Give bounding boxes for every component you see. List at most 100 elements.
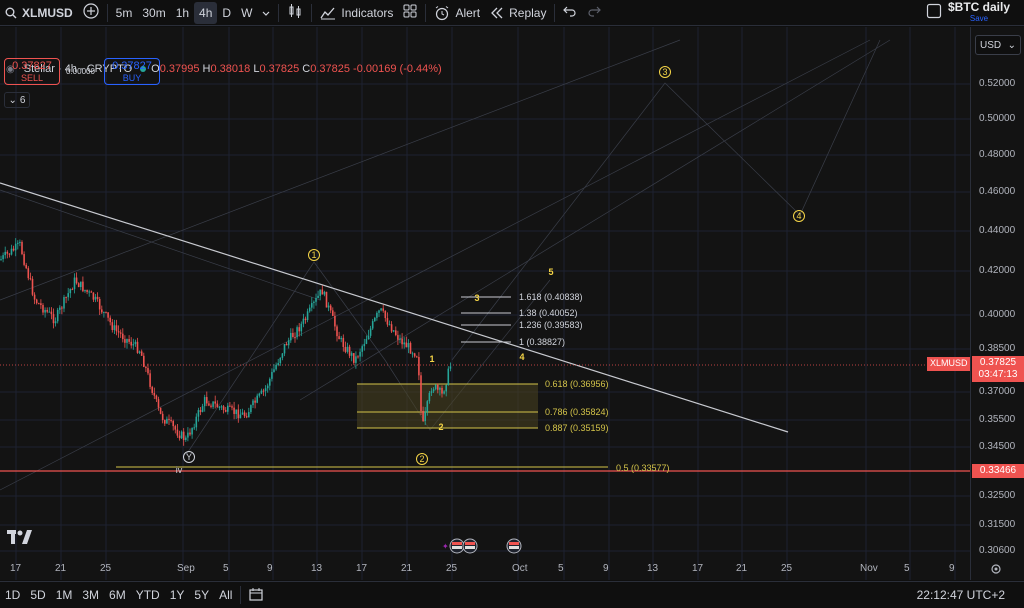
x-tick-label: 21 — [401, 563, 413, 574]
close-label: C — [302, 63, 311, 75]
date-range-button[interactable] — [244, 587, 268, 604]
layout-name-button[interactable]: $BTC daily Save — [948, 1, 1010, 24]
range-1d[interactable]: 1D — [5, 588, 21, 602]
range-all[interactable]: All — [219, 588, 233, 602]
candle-body — [401, 338, 403, 345]
y-tick-label: 0.46000 — [979, 186, 1016, 197]
templates-button[interactable] — [398, 0, 422, 26]
axis-settings-button[interactable] — [990, 562, 1002, 580]
interval-dropdown[interactable] — [257, 0, 275, 26]
change-value: -0.00169 (-0.44%) — [353, 63, 442, 75]
alarm-clock-icon — [434, 5, 450, 21]
interval-5m[interactable]: 5m — [115, 5, 133, 20]
candle-body — [273, 369, 275, 373]
candle-body — [23, 254, 25, 265]
candle-body — [428, 392, 431, 402]
chart-pane[interactable]: 1.618 (0.40838) 1.38 (0.40052) 1.236 (0.… — [0, 27, 971, 580]
replay-button[interactable]: Replay — [485, 0, 551, 26]
range-5y[interactable]: 5Y — [194, 588, 210, 602]
level-price-box: 0.33466 — [972, 464, 1024, 478]
candle-body — [164, 420, 166, 424]
candle-body — [189, 432, 191, 435]
redo-button[interactable] — [582, 0, 606, 26]
candle-body — [292, 332, 294, 338]
y-tick-label: 0.42000 — [979, 265, 1016, 276]
buy-button[interactable]: 0.37827 BUY — [104, 58, 160, 85]
high-label: H — [202, 63, 211, 75]
bar-countdown: 03:47:13 — [978, 369, 1018, 380]
candle-body — [50, 311, 53, 315]
time-axis[interactable]: 17 21 25 Sep 5 9 13 17 21 25 Oct 5 9 13 17 21 25 Nov 5 9 — [0, 558, 970, 578]
replay-label: Replay — [509, 5, 547, 20]
wave-label-1: 1 — [311, 250, 316, 260]
x-tick-label: 17 — [10, 563, 22, 574]
candle-body — [220, 406, 223, 408]
indicators-toggle[interactable]: ⌄ 6 — [4, 92, 30, 108]
interval-30m[interactable]: 30m — [142, 5, 166, 20]
candle-body — [69, 289, 72, 294]
price-axis[interactable]: 0.52000 0.50000 0.48000 0.46000 0.44000 0.420… — [970, 27, 1024, 580]
clock-time[interactable]: 22:12:47 UTC+2 — [916, 588, 1005, 602]
candle-body — [124, 339, 126, 343]
layout-checkbox[interactable] — [926, 3, 942, 24]
candle-body — [416, 356, 418, 358]
undo-button[interactable] — [558, 0, 582, 26]
range-ytd[interactable]: YTD — [135, 588, 160, 602]
candle-body — [29, 278, 32, 280]
candle-body — [38, 303, 40, 305]
range-3m[interactable]: 3M — [82, 588, 100, 602]
candle-body — [14, 243, 17, 251]
interval-1h[interactable]: 1h — [175, 5, 190, 20]
range-1m[interactable]: 1M — [55, 588, 73, 602]
economic-events[interactable]: ✦ — [442, 538, 522, 554]
interval-d[interactable]: D — [222, 5, 232, 20]
candle-body — [19, 241, 21, 243]
candle-body — [161, 413, 164, 421]
candle-body — [10, 248, 13, 255]
candle-body — [132, 344, 135, 346]
range-6m[interactable]: 6M — [109, 588, 126, 602]
interval-4h[interactable]: 4h — [194, 1, 218, 24]
currency-select[interactable]: USD ⌄ — [975, 35, 1021, 55]
candle-body — [44, 310, 46, 313]
candle-body — [392, 330, 395, 332]
top-toolbar: XLMUSD 5m 30m 1h 4h D W Indicators Alert — [0, 0, 1024, 26]
sell-price: 0.37827 — [12, 60, 52, 72]
compare-button[interactable] — [78, 0, 104, 26]
projection-lines — [0, 39, 891, 491]
candle-body — [254, 400, 256, 403]
trend-line[interactable] — [0, 182, 789, 433]
tradingview-logo[interactable] — [7, 530, 33, 549]
y-tick-label: 0.48000 — [979, 149, 1016, 160]
chevron-down-icon: ⌄ — [1007, 39, 1016, 51]
range-1y[interactable]: 1Y — [169, 588, 185, 602]
candle-body — [138, 351, 141, 353]
fib-extension-lines — [461, 296, 511, 343]
divider — [554, 3, 556, 22]
candle-body — [157, 399, 160, 408]
sell-button[interactable]: 0.37827 SELL — [4, 58, 60, 85]
candle-body — [151, 386, 153, 393]
candle-body — [149, 373, 151, 387]
candle-body — [418, 356, 420, 376]
indicators-button[interactable]: Indicators — [315, 0, 398, 26]
candle-body — [143, 355, 145, 367]
candle-body — [350, 353, 353, 356]
alert-button[interactable]: Alert — [429, 0, 485, 26]
x-tick-label: Oct — [512, 563, 528, 574]
candle-body — [187, 432, 189, 438]
interval-w[interactable]: W — [241, 5, 253, 20]
candle-body — [395, 330, 397, 336]
add-circle-icon — [83, 3, 99, 22]
price-chart[interactable]: 1.618 (0.40838) 1.38 (0.40052) 1.236 (0.… — [0, 27, 970, 580]
chart-type-button[interactable] — [282, 0, 308, 26]
candle-body — [327, 305, 330, 308]
range-5d[interactable]: 5D — [30, 588, 46, 602]
y-tick-label: 0.38500 — [979, 343, 1016, 354]
candle-body — [214, 401, 216, 404]
symbol-price-tag: XLMUSD — [927, 357, 971, 371]
eye-icon[interactable]: ◉ — [6, 63, 15, 75]
candle-body — [31, 278, 34, 295]
symbol-search[interactable]: XLMUSD — [0, 0, 78, 26]
candle-body — [218, 406, 221, 408]
